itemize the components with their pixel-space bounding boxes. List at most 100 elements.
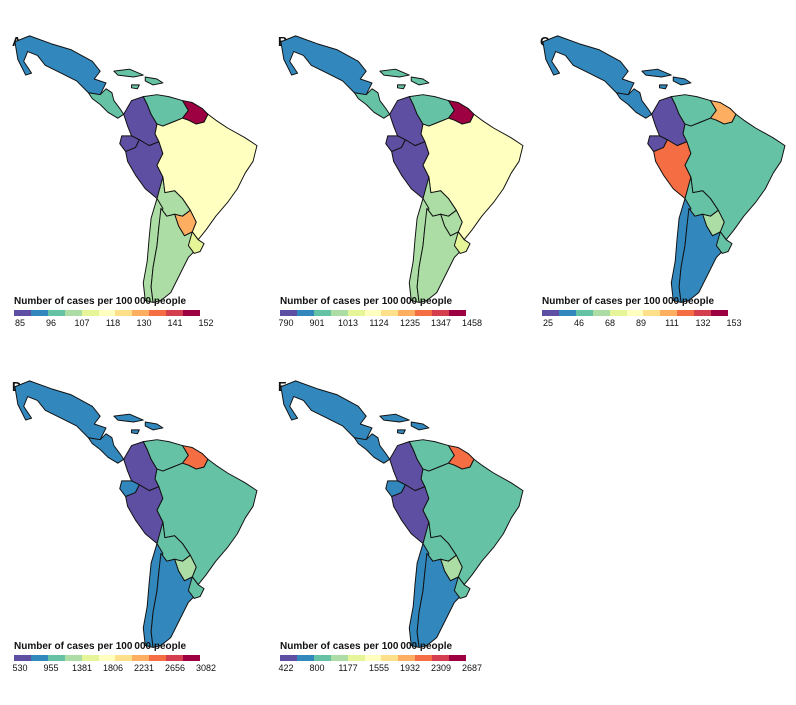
legend: Number of cases per 100 000 people 85 96 1… [14,296,214,332]
colorbar-swatch [575,310,593,316]
region-uruguay [187,231,205,254]
map-panel-c: C Number of cases per 100 000 people 254… [536,30,786,350]
colorbar-swatch [280,310,297,316]
legend-tick-label: 152 [198,318,214,328]
legend-title: Number of cases per 100 000 people [280,641,453,652]
colorbar-swatch [364,310,382,316]
region-uruguay [453,576,471,599]
region-mexico [280,380,373,441]
legend-colorbar [542,310,728,316]
legend-title: Number of cases per 100 000 people [14,296,187,307]
region-mexico [14,35,107,96]
legend-tick-label: 85 [14,318,26,328]
region-caribbean [113,413,164,435]
region-argentina [150,207,199,303]
colorbar-swatch [64,655,82,661]
legend-tick-label: 3082 [195,663,217,673]
region-mexico [280,35,373,96]
legend-tick-label: 1932 [399,663,421,673]
legend-tick-label: 1124 [369,318,389,328]
region-caribbean [379,68,430,90]
map-regions [14,35,258,303]
legend-colorbar [14,655,200,661]
map-regions [280,380,524,648]
colorbar-swatch [313,310,331,316]
colorbar-swatch [132,655,150,661]
colorbar-swatch [347,655,365,661]
legend-tick-label: 141 [167,318,183,328]
legend-tick-label: 2656 [164,663,186,673]
colorbar-swatch [643,310,661,316]
colorbar-swatch [415,655,433,661]
choropleth-map [280,35,524,303]
map-panel-d: D Number of cases per 100 000 people 530… [8,375,258,695]
region-mexico [542,35,635,96]
colorbar-swatch [558,310,576,316]
legend-title: Number of cases per 100 000 people [280,296,453,307]
colorbar-swatch [449,655,466,661]
region-central-america [353,433,391,464]
colorbar-swatch [592,310,610,316]
colorbar-swatch [330,310,348,316]
colorbar-swatch [14,655,31,661]
colorbar-swatch [166,655,184,661]
colorbar-swatch [398,310,416,316]
colorbar-swatch [609,310,627,316]
region-mexico [14,380,107,441]
legend-tick-label: 955 [43,663,59,673]
legend-tick-label: 25 [542,318,554,328]
legend-tick-label: 89 [635,318,647,328]
colorbar-swatch [542,310,559,316]
region-caribbean [641,68,692,90]
region-caribbean [379,413,430,435]
colorbar-swatch [313,655,331,661]
choropleth-map [14,35,258,303]
legend-tick-label: 1235 [399,318,421,328]
colorbar-swatch [14,310,31,316]
colorbar-swatch [132,310,150,316]
legend-ticks: 790 901 1013 1124 1235 1347 1458 [278,318,482,332]
colorbar-swatch [115,655,133,661]
colorbar-swatch [166,310,184,316]
map-regions [280,35,524,303]
map-regions [14,380,258,648]
colorbar-swatch [30,655,48,661]
legend-tick-label: 107 [74,318,90,328]
legend-tick-label: 790 [278,318,294,328]
legend-tick-label: 118 [105,318,121,328]
legend-tick-label: 111 [665,318,679,328]
legend-tick-label: 46 [573,318,585,328]
legend: Number of cases per 100 000 people 422 80… [278,641,482,677]
colorbar-swatch [183,310,200,316]
colorbar-swatch [64,310,82,316]
legend: Number of cases per 100 000 people 530 95… [12,641,217,677]
region-uruguay [187,576,205,599]
colorbar-swatch [296,310,314,316]
colorbar-swatch [381,310,399,316]
choropleth-map [14,380,258,648]
legend-tick-label: 530 [12,663,28,673]
region-uruguay [715,231,733,254]
legend-tick-label: 68 [604,318,616,328]
colorbar-swatch [47,310,65,316]
colorbar-swatch [81,310,99,316]
legend-tick-label: 800 [309,663,325,673]
colorbar-swatch [149,655,167,661]
colorbar-swatch [432,310,450,316]
colorbar-swatch [415,310,433,316]
legend-colorbar [280,310,466,316]
colorbar-swatch [98,310,116,316]
colorbar-swatch [30,310,48,316]
region-argentina [416,207,465,303]
region-central-america [353,88,391,119]
legend-ticks: 422 800 1177 1555 1932 2309 2687 [278,663,482,677]
legend-tick-label: 422 [278,663,294,673]
region-argentina [416,552,465,648]
colorbar-swatch [432,655,450,661]
legend-tick-label: 1347 [430,318,452,328]
colorbar-swatch [47,655,65,661]
colorbar-swatch [694,310,712,316]
region-argentina [150,552,199,648]
legend-tick-label: 2687 [461,663,483,673]
colorbar-swatch [381,655,399,661]
